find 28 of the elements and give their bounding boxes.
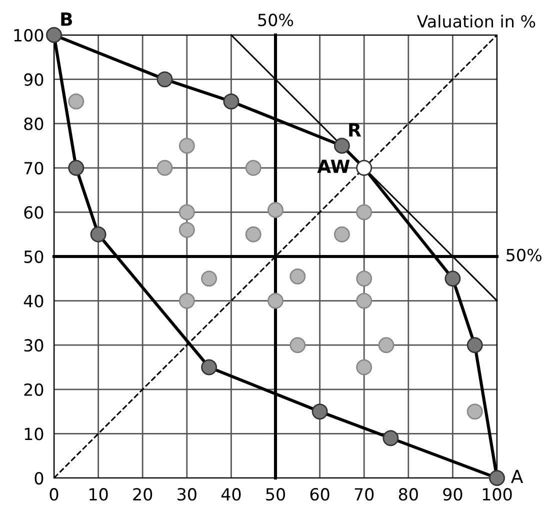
x-tick-label: 40 — [221, 488, 241, 501]
y-tick-label: 100 — [14, 28, 44, 42]
x-tick-label: 30 — [178, 488, 196, 501]
y-tick-label: 60 — [24, 206, 44, 219]
chart-title: Valuation in % — [416, 14, 536, 28]
y-tick-label: 90 — [24, 73, 44, 86]
x-tick-label: 70 — [354, 488, 374, 501]
x-tick-label: 10 — [90, 488, 108, 501]
y-tick-label: 30 — [24, 339, 44, 352]
x-tick-label: 100 — [482, 488, 512, 501]
y-tick-label: 20 — [24, 383, 44, 396]
annotation: R — [349, 123, 362, 136]
x-tick-label: 20 — [133, 488, 152, 501]
x-tick-label: 80 — [398, 488, 418, 501]
annotation: A — [511, 470, 524, 483]
y-tick-label: 80 — [24, 118, 44, 130]
y-tick-label: 40 — [24, 294, 44, 308]
annotation: B — [61, 12, 72, 26]
y-tick-label: 50 — [24, 250, 44, 264]
y-tick-label: 0 — [34, 472, 44, 485]
x-tick-label: 50 — [266, 488, 285, 501]
series-label: 50% — [506, 248, 542, 262]
y-tick-label: 70 — [24, 162, 44, 174]
x-tick-label: 0 — [50, 488, 58, 501]
series-label: 50% — [258, 14, 294, 26]
y-tick-label: 10 — [24, 428, 44, 440]
x-tick-label: 60 — [310, 488, 330, 501]
x-tick-label: 90 — [443, 488, 462, 501]
